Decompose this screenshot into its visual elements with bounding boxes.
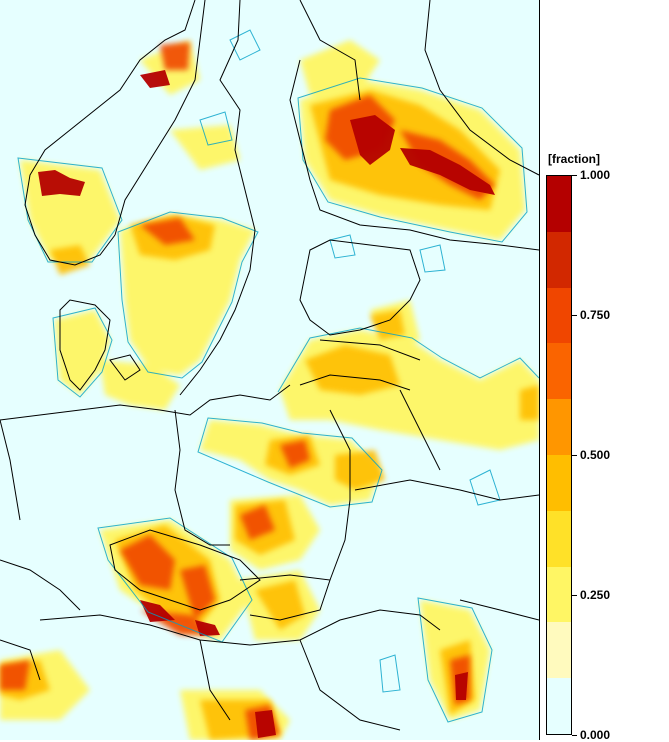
legend-swatch (547, 510, 571, 567)
legend-swatch (547, 176, 571, 232)
legend-swatch (547, 399, 571, 455)
legend-swatch (547, 454, 571, 511)
legend-tick-label: 0.000 (580, 728, 611, 742)
legend-tick-label: 0.750 (580, 308, 611, 322)
map-panel[interactable] (0, 0, 540, 740)
map-canvas (0, 0, 539, 740)
legend-tick-mark (572, 455, 577, 456)
legend-tick-mark (572, 735, 577, 736)
contour-lines (17, 29, 539, 723)
legend-swatch (547, 287, 571, 344)
legend-tick-mark (572, 595, 577, 596)
legend-swatch (547, 343, 571, 400)
legend-colorbar (546, 175, 572, 735)
legend-swatch (547, 678, 571, 734)
legend-tick-label: 0.250 (580, 588, 611, 602)
legend-swatch (547, 622, 571, 679)
legend-tick-mark (572, 175, 577, 176)
field-max (38, 70, 495, 738)
legend-swatch (547, 231, 571, 288)
legend-tick-label: 1.000 (580, 168, 611, 182)
coastlines-and-borders (0, 0, 539, 731)
legend-swatch (547, 566, 571, 623)
legend-tick-label: 0.500 (580, 448, 611, 462)
legend-unit-label: [fraction] (548, 152, 600, 166)
legend-tick-mark (572, 315, 577, 316)
